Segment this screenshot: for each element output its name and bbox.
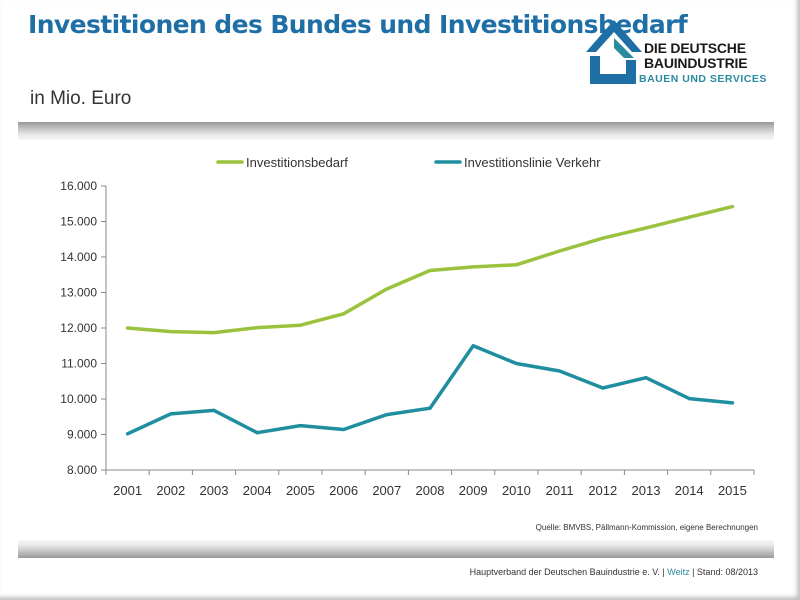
chart-area: 8.000 9.000 10.000 11.000 12.000 13.000 14.000…	[18, 140, 774, 540]
x-tick-label: 2006	[329, 483, 358, 498]
footer-author: Weitz	[667, 567, 690, 577]
x-tick-label: 2008	[416, 483, 445, 498]
data-point	[255, 326, 259, 330]
data-point	[730, 401, 735, 405]
logo-line2: BAUINDUSTRIE	[644, 55, 748, 71]
x-tick-label: 2013	[632, 483, 661, 498]
data-point	[428, 268, 432, 273]
data-point	[428, 406, 432, 410]
footer-date: | Stand: 08/2013	[689, 567, 758, 577]
line-chart: 8.000 9.000 10.000 11.000 12.000 13.000 14.000…	[60, 155, 755, 498]
x-tick-label: 2015	[718, 483, 747, 498]
y-tick-label: 12.000	[60, 321, 97, 335]
data-point	[342, 312, 346, 316]
y-tick-label: 10.000	[60, 392, 97, 406]
data-point	[558, 249, 562, 253]
legend-label-0: Investitionsbedarf	[246, 155, 348, 170]
data-point	[730, 204, 735, 209]
y-tick-label: 13.000	[60, 286, 97, 300]
x-tick-label: 2004	[243, 483, 272, 498]
house-logo-icon	[586, 20, 642, 84]
logo-line3: BAUEN UND SERVICES	[639, 73, 767, 85]
data-point	[255, 431, 259, 435]
x-tick-label: 2001	[113, 483, 142, 498]
y-tick-label: 14.000	[60, 250, 97, 264]
logo-line1: DIE DEUTSCHE	[644, 40, 746, 56]
data-point	[601, 386, 605, 390]
x-tick-label: 2005	[286, 483, 315, 498]
footer: Hauptverband der Deutschen Bauindustrie …	[470, 567, 758, 577]
data-point	[687, 215, 691, 219]
x-tick-label: 2007	[372, 483, 401, 498]
band-bottom	[18, 540, 774, 558]
data-point	[644, 376, 648, 380]
x-tick-label: 2002	[156, 483, 185, 498]
data-point	[212, 408, 216, 412]
data-point	[558, 369, 562, 373]
data-point	[514, 263, 518, 267]
data-point	[169, 412, 173, 416]
data-point	[601, 236, 605, 240]
data-point	[298, 424, 302, 428]
y-tick-label: 16.000	[60, 179, 97, 193]
data-point	[169, 329, 173, 334]
page-title: Investitionen des Bundes und Investition…	[28, 10, 688, 39]
data-point	[342, 427, 346, 432]
x-tick-label: 2014	[675, 483, 704, 498]
data-point	[212, 331, 216, 335]
y-tick-label: 9.000	[67, 428, 97, 442]
data-point	[298, 323, 302, 327]
series-line-1	[125, 344, 735, 436]
x-tick-label: 2010	[502, 483, 531, 498]
data-point	[385, 413, 389, 417]
data-point	[126, 326, 130, 330]
data-point	[471, 344, 475, 348]
y-tick-label: 11.000	[61, 357, 97, 371]
legend-label-1: Investitionslinie Verkehr	[464, 155, 601, 170]
x-tick-label: 2009	[459, 483, 488, 498]
band-top	[18, 122, 774, 140]
x-tick-label: 2011	[546, 483, 574, 498]
data-point	[471, 265, 475, 269]
data-point	[126, 432, 130, 436]
logo: DIE DEUTSCHE BAUINDUSTRIE BAUEN UND SERV…	[584, 16, 784, 86]
x-tick-label: 2012	[588, 483, 617, 498]
page-subtitle: in Mio. Euro	[30, 88, 132, 109]
x-tick-label: 2003	[200, 483, 229, 498]
data-point	[385, 287, 389, 291]
source-note: Quelle: BMVBS, Pällmann-Kommission, eige…	[535, 523, 758, 532]
y-tick-label: 15.000	[60, 215, 97, 229]
data-point	[687, 397, 691, 401]
y-tick-label: 8.000	[67, 463, 97, 477]
data-point	[644, 226, 648, 230]
data-point	[514, 361, 518, 366]
footer-org: Hauptverband der Deutschen Bauindustrie …	[469, 567, 668, 577]
